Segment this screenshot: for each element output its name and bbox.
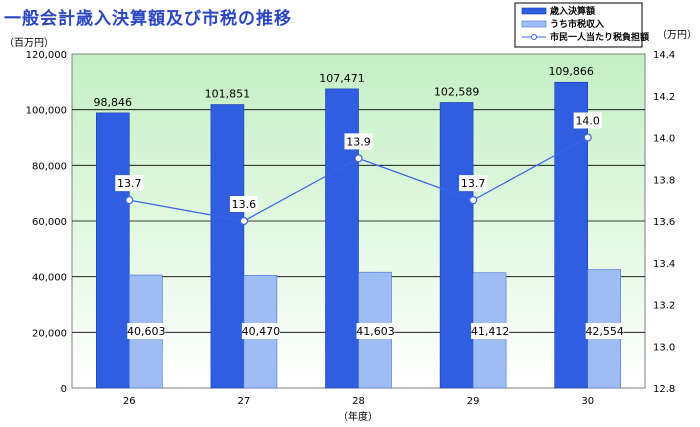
legend-swatch-1 (521, 7, 547, 15)
line-point (583, 133, 592, 142)
x-tick-label: 30 (581, 396, 594, 407)
left-axis-ticks: 0 20,000 40,000 60,000 80,000 100,000 120,000 (26, 50, 67, 395)
bar-city-tax-label: 42,554 (585, 325, 624, 338)
line-label-bg (459, 175, 488, 192)
bar-city-tax-label-bg (585, 323, 624, 339)
right-axis-unit: （万円） (657, 29, 697, 41)
left-tick-label: 0 (61, 384, 67, 395)
line-series (125, 133, 592, 226)
right-axis-ticks: 12.8 13.0 13.2 13.4 13.6 13.8 14.0 14.2 14.4 (653, 50, 675, 395)
line-point-label: 14.0 (575, 115, 600, 128)
bar-total-label: 101,851 (205, 88, 251, 101)
right-tick-label: 13.4 (653, 259, 675, 270)
right-tick-label: 14.2 (653, 92, 675, 103)
bar-total-label: 102,589 (434, 85, 480, 98)
right-tick-label: 14.4 (653, 50, 675, 61)
right-tick-label: 14.0 (653, 134, 675, 145)
line-point-label: 13.6 (232, 198, 257, 211)
bar-total-revenue (439, 102, 474, 389)
legend-label-1: 歳入決算額 (549, 5, 595, 17)
left-tick-label: 80,000 (32, 161, 67, 172)
x-tick-label: 27 (238, 396, 251, 407)
bar-total-revenue (96, 112, 130, 389)
bar-city-tax-label-bg (127, 323, 166, 339)
left-axis-unit: （百万円） (4, 37, 54, 49)
legend: 歳入決算額 うち市税収入 市民一人当たり税負担額 (514, 2, 649, 48)
bar-city-tax-label: 41,603 (356, 325, 395, 338)
right-tick-label: 13.0 (653, 342, 675, 353)
legend-label-2: うち市税収入 (550, 18, 604, 30)
line-label-bg (573, 112, 602, 129)
line-point (239, 216, 248, 226)
left-tick-label: 60,000 (32, 217, 67, 228)
line-label-bg (229, 196, 258, 212)
line-point (125, 196, 134, 205)
x-tick-label: 28 (352, 396, 365, 407)
left-tick-label: 120,000 (26, 50, 67, 61)
right-tick-label: 13.2 (653, 301, 675, 312)
legend-swatch-3-marker (531, 34, 537, 40)
x-axis-label: （年度） (338, 410, 378, 423)
line-point-label: 13.7 (117, 177, 142, 190)
bar-city-tax-label-bg (471, 323, 510, 339)
line-label-bg (344, 133, 373, 150)
bar-city-tax-label-bg (356, 323, 395, 339)
x-axis-ticks: 26 27 28 29 30 (123, 396, 594, 407)
x-tick-label: 26 (123, 396, 136, 407)
line-point (354, 154, 363, 163)
bar-city-tax-label: 40,470 (242, 325, 281, 338)
bar-city-tax-label: 41,412 (471, 325, 510, 338)
line-point (469, 196, 478, 205)
line-point-label: 13.7 (461, 177, 486, 190)
bar-city-tax-label-bg (241, 323, 280, 339)
right-tick-label: 13.8 (653, 175, 675, 186)
x-tick-label: 29 (467, 396, 480, 407)
left-tick-label: 100,000 (26, 106, 67, 117)
bar-series (96, 81, 622, 389)
bar-total-label: 107,471 (319, 72, 365, 85)
legend-label-3: 市民一人当たり税負担額 (550, 31, 649, 43)
chart-title: 一般会計歳入決算額及び市税の推移 (4, 9, 292, 29)
left-tick-label: 20,000 (32, 328, 67, 339)
line-point-label: 13.9 (346, 135, 371, 148)
line-label-bg (115, 175, 144, 192)
data-labels: 98,846 40,603 101,851 40,470 107,471 41,603 10… (94, 65, 624, 339)
right-tick-label: 13.6 (653, 217, 675, 228)
bar-total-revenue (210, 104, 245, 389)
right-tick-label: 12.8 (653, 384, 675, 395)
left-tick-label: 40,000 (32, 273, 67, 284)
bar-total-label: 98,846 (94, 96, 133, 109)
bar-total-label: 109,866 (548, 65, 594, 78)
legend-swatch-2 (521, 20, 547, 28)
bar-city-tax-label: 40,603 (127, 325, 166, 338)
bar-total-revenue (554, 81, 589, 389)
